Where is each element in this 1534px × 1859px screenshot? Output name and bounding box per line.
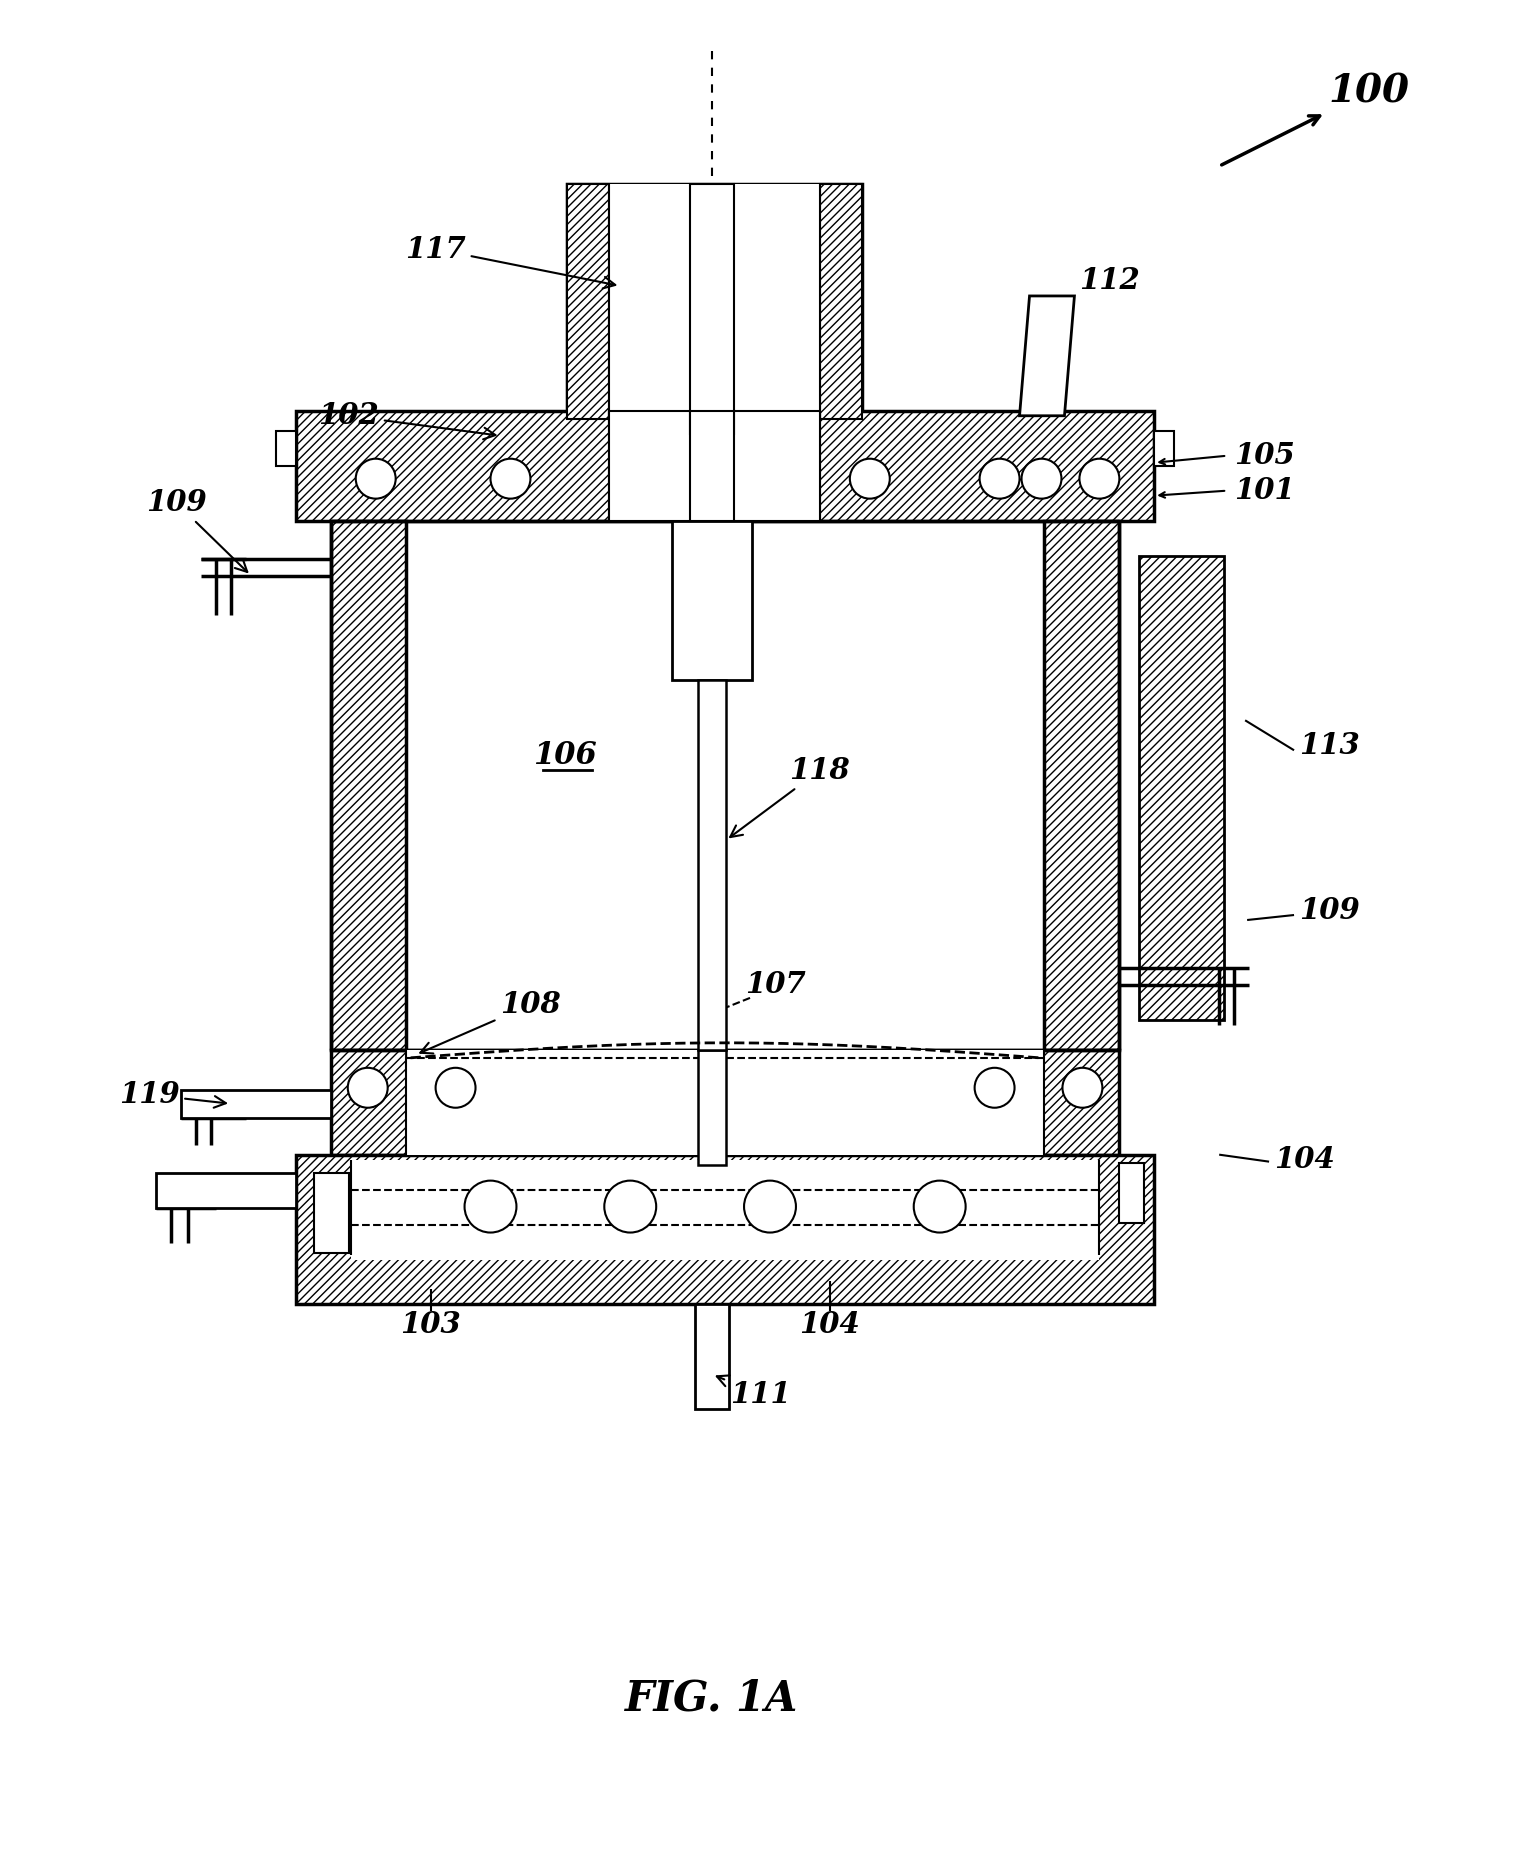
Bar: [690, 411, 735, 521]
Circle shape: [850, 459, 890, 498]
Text: 109: 109: [146, 489, 247, 573]
Bar: [609, 184, 819, 418]
Bar: [276, 431, 296, 467]
Circle shape: [356, 459, 396, 498]
Polygon shape: [1020, 296, 1074, 416]
Text: 119: 119: [118, 1080, 225, 1110]
Text: 104: 104: [1275, 1145, 1335, 1175]
Bar: [331, 1050, 1120, 1154]
Bar: [672, 521, 752, 680]
Bar: [314, 1173, 348, 1253]
Text: 104: 104: [799, 1311, 861, 1338]
Circle shape: [465, 1180, 517, 1233]
Circle shape: [914, 1180, 965, 1233]
Bar: [568, 184, 609, 418]
Circle shape: [491, 459, 531, 498]
Bar: [698, 1050, 726, 1164]
Text: 101: 101: [1235, 476, 1295, 506]
Bar: [609, 411, 819, 521]
Bar: [1140, 556, 1224, 1021]
Text: 118: 118: [730, 757, 850, 837]
Bar: [695, 1305, 729, 1409]
Circle shape: [436, 1067, 476, 1108]
Bar: [568, 184, 609, 418]
Bar: [296, 411, 1154, 521]
Bar: [351, 1160, 1100, 1260]
Circle shape: [1080, 459, 1120, 498]
Bar: [156, 1173, 296, 1208]
Text: 117: 117: [405, 234, 615, 288]
Text: FIG. 1A: FIG. 1A: [626, 1679, 799, 1720]
Bar: [819, 184, 862, 418]
Text: 113: 113: [1299, 731, 1359, 760]
Text: 112: 112: [1080, 266, 1140, 296]
Bar: [690, 184, 735, 433]
Text: 100: 100: [1221, 73, 1410, 165]
Circle shape: [744, 1180, 796, 1233]
Circle shape: [604, 1180, 657, 1233]
Text: 111: 111: [716, 1376, 790, 1409]
Bar: [1045, 521, 1120, 1050]
Bar: [1045, 521, 1120, 1050]
Circle shape: [1022, 459, 1062, 498]
Bar: [1120, 1162, 1144, 1223]
Bar: [1154, 431, 1174, 467]
Bar: [331, 521, 405, 1050]
Text: 108: 108: [420, 991, 561, 1054]
Bar: [296, 1154, 1154, 1305]
Bar: [1140, 556, 1224, 1021]
Bar: [296, 411, 1154, 521]
Bar: [296, 1154, 1154, 1305]
Circle shape: [974, 1067, 1014, 1108]
Text: 103: 103: [400, 1311, 462, 1338]
Text: 109: 109: [1299, 896, 1359, 924]
Text: 107: 107: [744, 970, 805, 1000]
Circle shape: [348, 1067, 388, 1108]
Bar: [331, 521, 405, 1050]
Text: 102: 102: [319, 402, 495, 439]
Text: 106: 106: [534, 740, 597, 771]
Text: 105: 105: [1235, 441, 1295, 470]
Circle shape: [980, 459, 1020, 498]
Bar: [698, 680, 726, 1050]
Circle shape: [1063, 1067, 1103, 1108]
Bar: [405, 1050, 1045, 1154]
Bar: [568, 184, 862, 418]
Bar: [331, 1050, 1120, 1154]
Bar: [819, 184, 862, 418]
Bar: [181, 1089, 331, 1117]
